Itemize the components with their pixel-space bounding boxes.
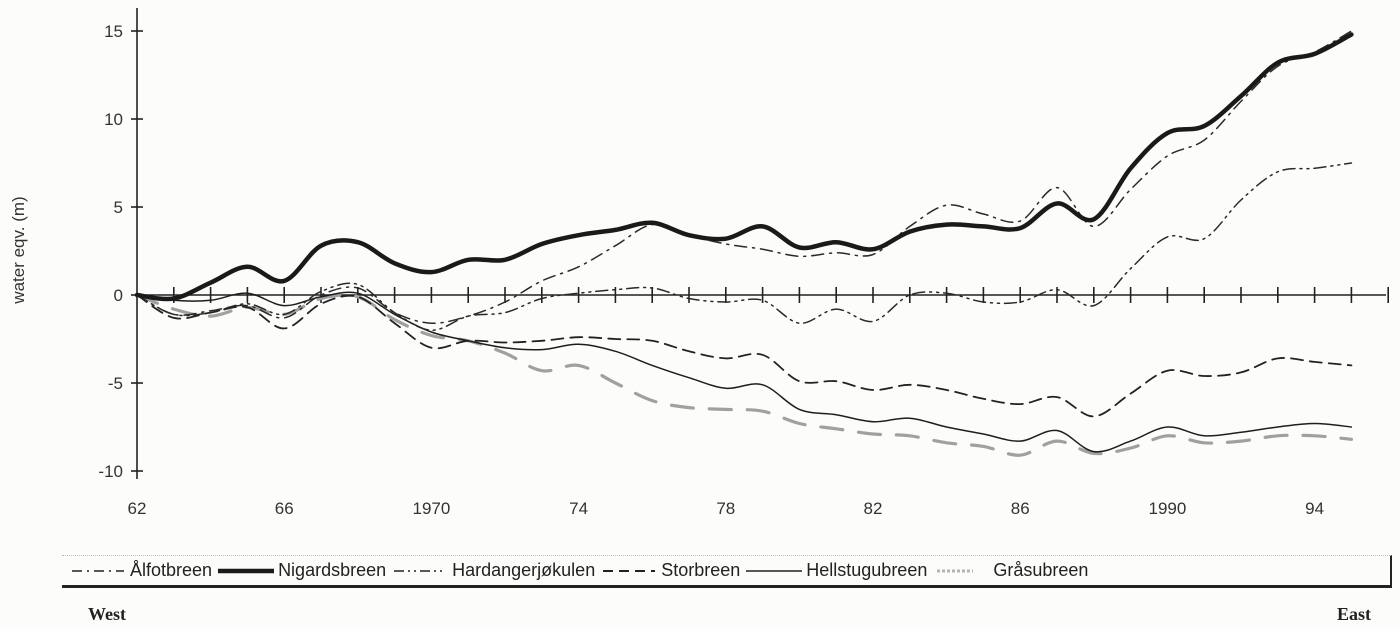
x-tick-label: 1990 xyxy=(1148,499,1186,518)
y-axis-title: water eqv. (m) xyxy=(9,196,28,304)
x-tick-label: 1970 xyxy=(412,499,450,518)
x-tick-label: 74 xyxy=(569,499,588,518)
y-axis: 15 10 5 0 -5 -10 xyxy=(98,8,143,481)
series-line-hardangerjkulen xyxy=(136,162,1353,331)
x-tick-label: 82 xyxy=(864,499,883,518)
y-tick-label: -5 xyxy=(108,374,123,393)
series-line-hellstugubreen xyxy=(136,291,1353,453)
legend: Ålfotbreen Nigardsbreen Hardangerjøkulen… xyxy=(62,555,1392,588)
west-label: West xyxy=(88,604,126,624)
x-tick-label: 62 xyxy=(128,499,147,518)
series-line-nigardsbreen xyxy=(134,32,1354,302)
legend-item-storbreen: Storbreen xyxy=(601,560,740,581)
x-tick-label: 78 xyxy=(716,499,735,518)
y-tick-label: 5 xyxy=(114,198,123,217)
legend-label: Hardangerjøkulen xyxy=(452,560,596,580)
series-line-lfotbreen xyxy=(136,30,1353,324)
legend-item-grasubreen: Gråsubreen xyxy=(933,560,1088,581)
legend-label: Storbreen xyxy=(661,560,741,580)
legend-label: Nigardsbreen xyxy=(278,560,387,580)
series-line-grsubreen xyxy=(135,293,1353,457)
y-tick-label: 15 xyxy=(104,22,123,41)
legend-swatch-grey-dotted-icon xyxy=(937,569,974,572)
y-tick-label: -10 xyxy=(98,462,123,481)
legend-swatch-thin-solid-icon xyxy=(746,569,803,572)
legend-label: Ålfotbreen xyxy=(130,560,213,580)
x-tick-label: 66 xyxy=(275,499,294,518)
x-tick-label: 94 xyxy=(1305,499,1324,518)
x-axis: 62 66 1970 74 78 82 86 1990 94 xyxy=(128,287,1389,518)
legend-item-hellstugubreen: Hellstugubreen xyxy=(746,560,927,581)
series-lines xyxy=(134,30,1354,457)
legend-swatch-dash-dot-icon xyxy=(72,569,124,572)
legend-item-nigardsbreen: Nigardsbreen xyxy=(218,560,386,581)
series-line-storbreen xyxy=(136,294,1353,418)
y-tick-label: 0 xyxy=(114,286,123,305)
legend-item-hardangerjokulen: Hardangerjøkulen xyxy=(392,560,595,581)
x-tick-label: 86 xyxy=(1011,499,1030,518)
legend-swatch-thick-solid-icon xyxy=(218,568,275,573)
legend-item-alfotbreen: Ålfotbreen xyxy=(70,560,212,581)
legend-swatch-dash-dot-dot-icon xyxy=(394,569,447,572)
legend-label: Hellstugubreen xyxy=(806,560,928,580)
y-tick-label: 10 xyxy=(104,110,123,129)
legend-label: Gråsubreen xyxy=(993,560,1089,580)
east-label: East xyxy=(1337,604,1372,624)
legend-swatch-dashed-icon xyxy=(603,569,656,572)
